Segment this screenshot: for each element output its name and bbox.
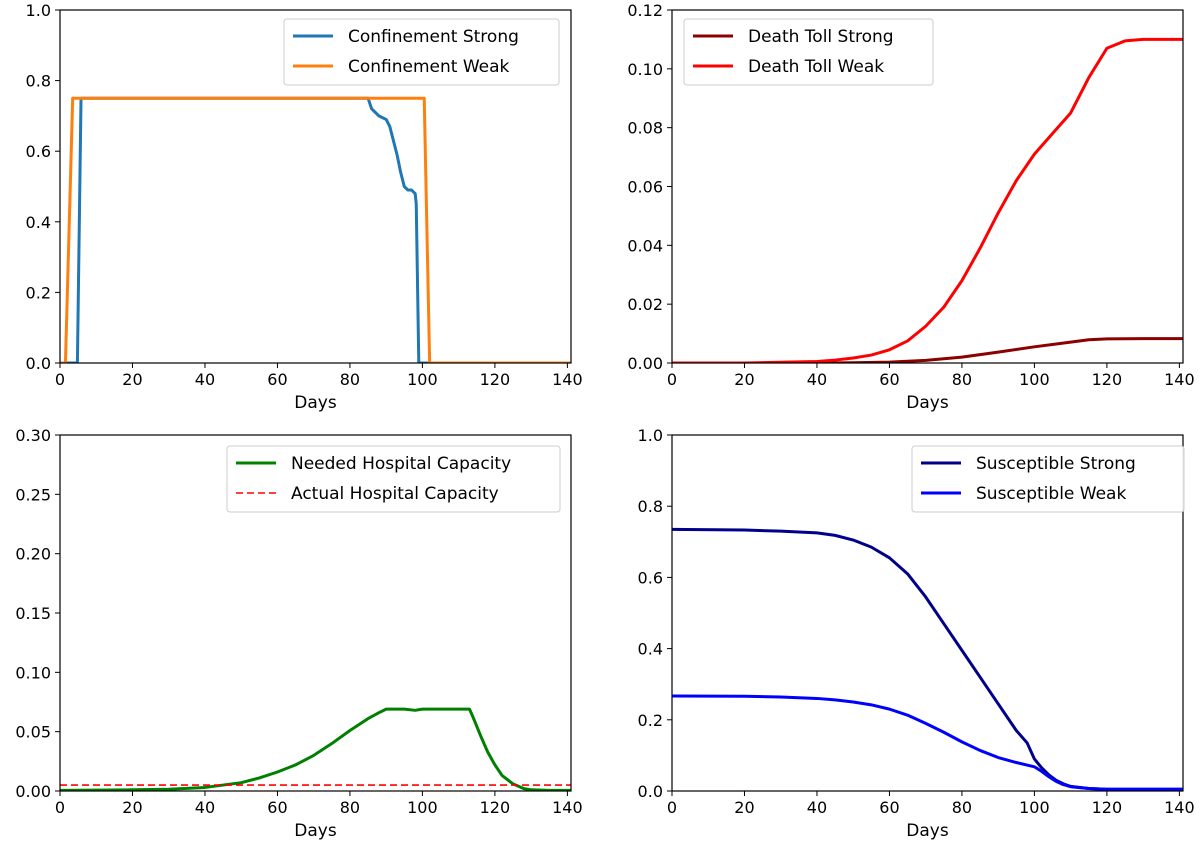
legend-label: Susceptible Weak bbox=[976, 484, 1126, 504]
legend-label: Susceptible Strong bbox=[976, 454, 1136, 474]
x-tick-label: 60 bbox=[267, 370, 287, 389]
legend-label: Death Toll Weak bbox=[748, 57, 884, 77]
legend-label: Actual Hospital Capacity bbox=[291, 484, 499, 504]
legend-label: Confinement Weak bbox=[348, 57, 510, 77]
x-tick-label: 140 bbox=[1164, 370, 1195, 389]
x-tick-label: 20 bbox=[122, 798, 142, 817]
legend-box bbox=[226, 445, 561, 513]
x-tick-label: 60 bbox=[267, 798, 287, 817]
x-axis-label: Days bbox=[294, 393, 337, 413]
legend-label: Death Toll Strong bbox=[748, 27, 894, 47]
y-tick-label: 0.10 bbox=[627, 60, 663, 79]
legend: Death Toll Strong Death Toll Weak bbox=[683, 18, 934, 86]
legend: Confinement Strong Confinement Weak bbox=[283, 18, 560, 86]
legend-box bbox=[683, 18, 934, 86]
x-tick-label: 0 bbox=[667, 798, 677, 817]
x-axis-label: Days bbox=[294, 821, 337, 841]
x-tick-label: 100 bbox=[407, 798, 438, 817]
x-tick-label: 100 bbox=[407, 370, 438, 389]
x-tick-label: 40 bbox=[195, 370, 215, 389]
chart-panel-3: 0 20 40 60 80 100 120 140 0.00 0.05 0.10 0.15 0.20 0.… bbox=[15, 426, 582, 841]
y-tick-label: 0.30 bbox=[15, 426, 51, 445]
legend-label: Confinement Strong bbox=[348, 27, 519, 47]
y-tick-label: 0.25 bbox=[15, 485, 51, 504]
x-tick-label: 100 bbox=[1019, 370, 1050, 389]
x-axis-label: Days bbox=[906, 393, 949, 413]
y-tick-label: 1.0 bbox=[638, 426, 663, 445]
x-tick-label: 140 bbox=[552, 370, 583, 389]
y-tick-label: 0.04 bbox=[627, 236, 663, 255]
y-tick-label: 0.06 bbox=[627, 178, 663, 197]
chart-panel-2: 0 20 40 60 80 100 120 140 0.00 0.02 0.04 0.06 0.08 0.… bbox=[627, 1, 1194, 413]
x-tick-label: 60 bbox=[879, 370, 899, 389]
legend: Needed Hospital Capacity Actual Hospital … bbox=[226, 445, 561, 513]
chart-panel-4: 0 20 40 60 80 100 120 140 0.0 0.2 0.4 0.6 0.8 1.0 Days… bbox=[638, 426, 1195, 841]
x-tick-label: 120 bbox=[480, 798, 511, 817]
x-tick-label: 20 bbox=[734, 798, 754, 817]
series-line-1 bbox=[672, 527, 1183, 791]
legend-box bbox=[283, 18, 560, 86]
legend: Susceptible Strong Susceptible Weak bbox=[911, 445, 1185, 513]
x-tick-label: 80 bbox=[340, 370, 360, 389]
plot-frame bbox=[671, 434, 1184, 792]
x-tick-label: 80 bbox=[340, 798, 360, 817]
legend-label: Needed Hospital Capacity bbox=[291, 454, 511, 474]
y-tick-label: 0.12 bbox=[627, 1, 663, 20]
series-line-1 bbox=[60, 96, 571, 363]
y-tick-label: 0.15 bbox=[15, 604, 51, 623]
y-tick-label: 0.00 bbox=[627, 354, 663, 373]
y-tick-label: 0.0 bbox=[26, 354, 51, 373]
y-tick-label: 0.6 bbox=[638, 568, 663, 587]
y-tick-label: 0.2 bbox=[638, 711, 663, 730]
y-tick-label: 0.20 bbox=[15, 545, 51, 564]
legend-box bbox=[911, 445, 1185, 513]
x-tick-label: 120 bbox=[480, 370, 511, 389]
plot-frame bbox=[59, 9, 572, 364]
y-tick-label: 0.0 bbox=[638, 782, 663, 801]
chart-panel-1: 0 20 40 60 80 100 120 140 0.0 0.2 0.4 0.6 0.8 1.0 Days… bbox=[26, 1, 583, 413]
y-tick-label: 0.6 bbox=[26, 142, 51, 161]
x-tick-label: 40 bbox=[807, 370, 827, 389]
y-tick-label: 0.2 bbox=[26, 283, 51, 302]
x-tick-label: 120 bbox=[1092, 798, 1123, 817]
x-tick-label: 0 bbox=[55, 798, 65, 817]
series-line-1 bbox=[672, 337, 1183, 363]
x-tick-label: 140 bbox=[1164, 798, 1195, 817]
y-tick-label: 0.8 bbox=[26, 72, 51, 91]
x-tick-label: 0 bbox=[55, 370, 65, 389]
y-tick-label: 0.4 bbox=[26, 213, 51, 232]
y-tick-label: 0.10 bbox=[15, 663, 51, 682]
y-tick-label: 1.0 bbox=[26, 1, 51, 20]
series-line-1 bbox=[60, 707, 571, 791]
series-line-2 bbox=[672, 37, 1183, 363]
x-tick-label: 0 bbox=[667, 370, 677, 389]
x-tick-label: 40 bbox=[195, 798, 215, 817]
x-tick-label: 80 bbox=[952, 798, 972, 817]
x-axis-label: Days bbox=[906, 821, 949, 841]
x-tick-label: 80 bbox=[952, 370, 972, 389]
x-tick-label: 20 bbox=[734, 370, 754, 389]
y-tick-label: 0.02 bbox=[627, 295, 663, 314]
series-line-2 bbox=[672, 694, 1183, 791]
x-tick-label: 40 bbox=[807, 798, 827, 817]
x-tick-label: 100 bbox=[1019, 798, 1050, 817]
y-tick-label: 0.00 bbox=[15, 782, 51, 801]
x-tick-label: 120 bbox=[1092, 370, 1123, 389]
y-tick-label: 0.05 bbox=[15, 723, 51, 742]
y-tick-label: 0.8 bbox=[638, 497, 663, 516]
series-line-2 bbox=[60, 96, 571, 363]
x-tick-label: 140 bbox=[552, 798, 583, 817]
x-tick-label: 60 bbox=[879, 798, 899, 817]
y-tick-label: 0.4 bbox=[638, 640, 663, 659]
y-tick-label: 0.08 bbox=[627, 119, 663, 138]
x-tick-label: 20 bbox=[122, 370, 142, 389]
